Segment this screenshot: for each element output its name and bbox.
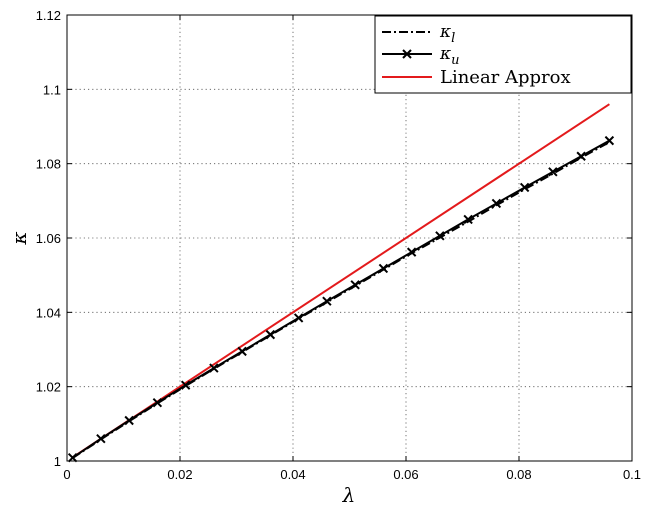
series-layer	[67, 103, 615, 463]
x-tick-label: 0.08	[506, 467, 531, 482]
x-tick-label: 0.1	[623, 467, 641, 482]
x-tick-label: 0	[63, 467, 70, 482]
y-tick-label: 1.06	[36, 231, 61, 246]
ticks: 0 0.02 0.04 0.06 0.08 0.1 1 1.02 1.04 1.06 1.08 1.1…	[36, 8, 641, 482]
x-tick-label: 0.02	[167, 467, 192, 482]
y-tick-label: 1	[54, 454, 61, 469]
data-point-kappa-u	[463, 214, 473, 225]
legend-kappa-u-label: κu	[439, 44, 460, 68]
legend-linear-label: Linear Approx	[440, 67, 571, 88]
y-tick-label: 1.02	[36, 380, 61, 395]
legend-kappa-l-label: κl	[439, 22, 455, 46]
y-axis-label: κ	[7, 231, 31, 245]
data-point-kappa-u	[576, 151, 586, 161]
series-line-kappa-l	[72, 141, 610, 459]
legend: κl κu Linear Approx	[374, 15, 632, 94]
y-tick-label: 1.04	[36, 305, 61, 320]
x-axis-label: λ	[342, 483, 356, 507]
data-point-kappa-u	[209, 363, 219, 373]
series-line-linear	[72, 103, 610, 459]
data-point-kappa-u	[491, 198, 502, 209]
legend-kappa-u-marker	[402, 49, 412, 59]
legend-kappa-u-sub: u	[451, 53, 459, 68]
x-tick-label: 0.06	[393, 467, 418, 482]
x-tick-label: 0.04	[280, 467, 305, 482]
y-tick-label: 1.12	[36, 8, 61, 23]
data-point-kappa-u	[180, 380, 191, 390]
legend-kappa-l-base: κ	[439, 22, 451, 42]
data-point-kappa-u	[548, 167, 558, 177]
legend-kappa-l-sub: l	[451, 31, 455, 46]
legend-kappa-u-base: κ	[439, 44, 451, 64]
y-tick-label: 1.08	[36, 157, 61, 172]
y-tick-label: 1.1	[43, 82, 61, 97]
